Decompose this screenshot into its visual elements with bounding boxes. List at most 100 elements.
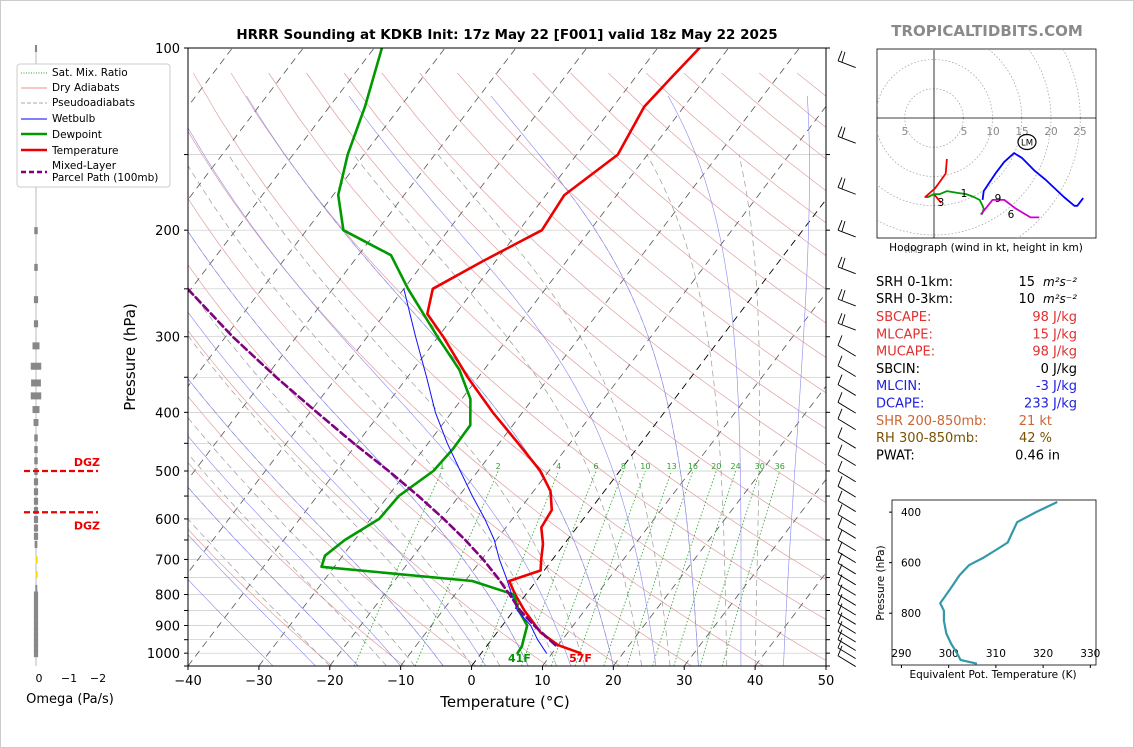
omega-bar [34,263,38,271]
mixing-ratio-label: 2 [496,462,501,471]
wind-barb-flag [837,541,843,552]
wind-barb [837,313,856,331]
stat-srh1-label: SRH 0-1km: [876,275,953,290]
wind-barb [837,408,856,431]
wind-barb-flag [841,290,846,301]
wind-barb [837,529,856,552]
stat-label: SHR 200-850mb: [876,414,987,429]
omega-bar [33,639,39,647]
hodo-ring-label-neg5: 5 [902,126,909,138]
wind-barb [837,645,856,667]
wind-barb-shaft [837,562,856,575]
surface-dewpoint-label: 41F [508,652,531,665]
wind-barb-shaft [837,187,856,195]
wetbulb-guide [348,95,657,666]
wind-barb-flag [837,529,843,541]
mixing-ratio-label: 20 [711,462,721,471]
omega-bar [30,362,42,370]
dry-adiabat [419,72,826,430]
omega-bar [32,342,40,350]
omega-bar [33,524,39,532]
omega-bar [33,616,39,624]
dry-adiabat [188,264,621,666]
hodo-ring-label-25: 25 [1073,126,1086,138]
hodo-ring-label-5: 5 [961,126,968,138]
wind-barb [837,177,856,195]
wind-barb-flag [841,178,846,189]
wind-barb [837,256,856,275]
hodograph-segment [981,152,1084,207]
wind-barb-shaft [837,500,856,512]
stat-label: PWAT: [876,448,915,463]
wind-barb [837,50,856,69]
wind-barb-flag [837,629,843,640]
wetbulb-guide [783,95,810,666]
pressure-tick-label: 1000 [147,647,180,662]
temperature-tick-label: −20 [316,674,343,689]
sounding-traces [188,48,701,655]
omega-bar [33,644,39,652]
stat-value: 0.46 in [1015,448,1060,463]
hodo-ring-label-10: 10 [986,126,999,138]
hodograph-segment [980,199,1040,219]
series-temperature [426,48,701,655]
omega-bar [33,591,39,599]
hodograph-frame [876,48,1097,239]
hodograph-caption: Hodograph (wind in kt, height in km) [889,242,1083,254]
dry-adiabat [188,395,477,666]
pseudoadiabat [188,453,387,666]
mixing-ratio-label: 1 [439,462,444,471]
wind-barb-shaft [837,344,856,357]
wind-barb-flag [837,256,843,268]
pseudoadiabat [188,335,472,666]
wetbulb-guide [188,230,529,666]
wind-barb-shaft [837,401,856,414]
temperature-tick-label: 50 [818,674,835,689]
wetbulb-guide [188,578,274,666]
omega-bar [32,406,40,414]
wind-barb [837,444,856,466]
dry-adiabat [268,72,826,581]
omega-bar [33,507,39,515]
theta-e-trace [939,501,1058,665]
legend-label-dryadiabat: Dry Adiabats [52,82,120,94]
hodograph-segment [927,190,985,215]
wind-barb-shaft [837,454,856,466]
theta-e-xlabel: Equivalent Pot. Temperature (K) [909,669,1076,681]
wind-barb [837,552,856,575]
wetbulb-guide [188,311,486,666]
omega-bar [33,320,39,328]
pressure-tick-label: 800 [155,589,180,604]
mixing-ratio-line [353,470,443,666]
mixing-ratio-line [673,470,736,666]
stat-srh1-unit: m²s⁻² [1043,275,1077,289]
skewt-plot: 1 2 4 6 8 10 13 16 20 24 30 36 10020030040050060070… [121,42,834,711]
wind-barb-shaft [837,573,856,586]
hodograph-trace [924,152,1084,219]
wind-barb-shaft [837,384,856,396]
stat-label: SBCAPE: [876,310,931,325]
omega-bar [34,457,38,465]
mixing-ratio-label: 36 [775,462,785,471]
stat-value: 98 J/kg [1032,310,1077,325]
mixing-ratio-line [550,470,624,666]
omega-bar [34,540,38,548]
surface-temperature-label: 57F [569,652,592,665]
isotherm-line [188,48,588,574]
omega-bar [35,556,38,564]
wind-barb-shaft [837,266,856,275]
wind-barb-shaft [837,437,856,449]
omega-tick-2: −2 [90,672,106,685]
dry-adiabat-lines [188,72,826,666]
wind-barb-flag [841,314,846,325]
wind-barb-shaft [837,418,856,431]
wind-barb [837,460,856,483]
stat-label: DCAPE: [876,397,924,412]
wetbulb-guide [490,95,699,666]
wind-barb-shaft [837,647,856,660]
legend-box [16,63,171,188]
dgz-top-label: DGZ [74,456,100,469]
wind-barb [837,541,856,563]
